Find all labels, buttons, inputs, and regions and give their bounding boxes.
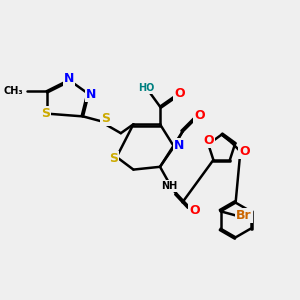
Text: O: O [194,109,205,122]
Text: CH₃: CH₃ [3,86,23,96]
Text: O: O [189,204,200,217]
Text: O: O [239,145,250,158]
Text: Br: Br [236,209,252,222]
Text: S: S [41,107,50,120]
Text: O: O [174,87,185,100]
Text: O: O [203,134,214,147]
Text: S: S [101,112,110,125]
Text: N: N [174,139,184,152]
Text: S: S [109,152,118,165]
Text: HO: HO [138,83,154,93]
Text: NH: NH [161,181,177,191]
Text: N: N [64,72,74,85]
Text: N: N [86,88,97,100]
